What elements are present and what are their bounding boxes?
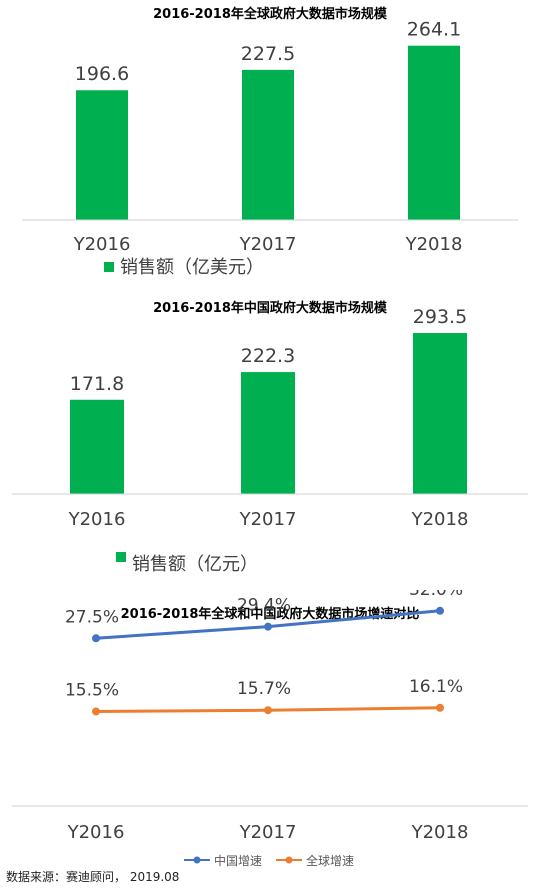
bar bbox=[413, 333, 467, 494]
data-label: 16.1% bbox=[409, 677, 463, 697]
x-tick-label: Y2016 bbox=[73, 234, 131, 255]
x-tick-label: Y2016 bbox=[68, 509, 126, 530]
legend-marker-global bbox=[285, 856, 293, 864]
legend: 中国增速 全球增速 bbox=[184, 853, 354, 868]
data-label: 29.4% bbox=[237, 596, 291, 616]
data-point bbox=[264, 706, 272, 715]
chart-global-market-size: 2016-2018年全球政府大数据市场规模 196.6 Y2016 227.5 Y20… bbox=[22, 6, 518, 278]
data-label: 27.5% bbox=[65, 607, 119, 627]
x-tick-label: Y2018 bbox=[411, 822, 469, 843]
legend-marker-china bbox=[193, 856, 201, 864]
data-label: 196.6 bbox=[75, 63, 129, 85]
data-label: 222.3 bbox=[241, 345, 295, 367]
data-label: 264.1 bbox=[407, 19, 461, 41]
legend-swatch bbox=[116, 552, 126, 562]
chart-title: 2016-2018年全球政府大数据市场规模 bbox=[153, 6, 388, 22]
bar bbox=[70, 399, 124, 494]
data-label: 15.5% bbox=[65, 680, 119, 700]
bar bbox=[76, 90, 128, 220]
x-tick-label: Y2017 bbox=[239, 822, 297, 843]
legend-label: 销售额（亿美元） bbox=[120, 257, 264, 278]
data-point bbox=[436, 606, 444, 615]
data-point bbox=[264, 622, 272, 631]
chart-title: 2016-2018年全球和中国政府大数据市场增速对比 bbox=[121, 606, 420, 622]
bar bbox=[241, 372, 295, 494]
data-point bbox=[92, 707, 100, 716]
source-note: 数据来源：赛迪顾问， 2019.08 bbox=[6, 870, 180, 884]
x-tick-label: Y2018 bbox=[411, 509, 469, 530]
data-label: 293.5 bbox=[413, 306, 467, 328]
data-point bbox=[92, 634, 100, 643]
x-tick-label: Y2016 bbox=[67, 822, 125, 843]
chart-growth-comparison: 2016-2018年全球和中国政府大数据市场增速对比 27.5% 29.4% 32.… bbox=[12, 590, 528, 868]
legend-label-global: 全球增速 bbox=[306, 853, 354, 868]
data-label: 171.8 bbox=[70, 373, 124, 395]
x-tick-label: Y2018 bbox=[405, 234, 463, 255]
legend-swatch bbox=[104, 262, 114, 272]
data-label: 15.7% bbox=[237, 679, 291, 699]
data-label: 227.5 bbox=[241, 43, 295, 65]
data-point bbox=[436, 703, 444, 712]
chart-title: 2016-2018年中国政府大数据市场规模 bbox=[153, 300, 388, 316]
x-tick-label: Y2017 bbox=[239, 509, 297, 530]
bar bbox=[408, 45, 460, 220]
bar bbox=[242, 69, 294, 220]
legend-label-china: 中国增速 bbox=[214, 853, 262, 868]
x-tick-label: Y2017 bbox=[239, 234, 297, 255]
data-label: 32.0% bbox=[409, 590, 463, 600]
chart-china-market-size: 2016-2018年中国政府大数据市场规模 171.8 Y2016 222.3 Y20… bbox=[12, 300, 528, 575]
legend-label: 销售额（亿元） bbox=[132, 554, 258, 575]
